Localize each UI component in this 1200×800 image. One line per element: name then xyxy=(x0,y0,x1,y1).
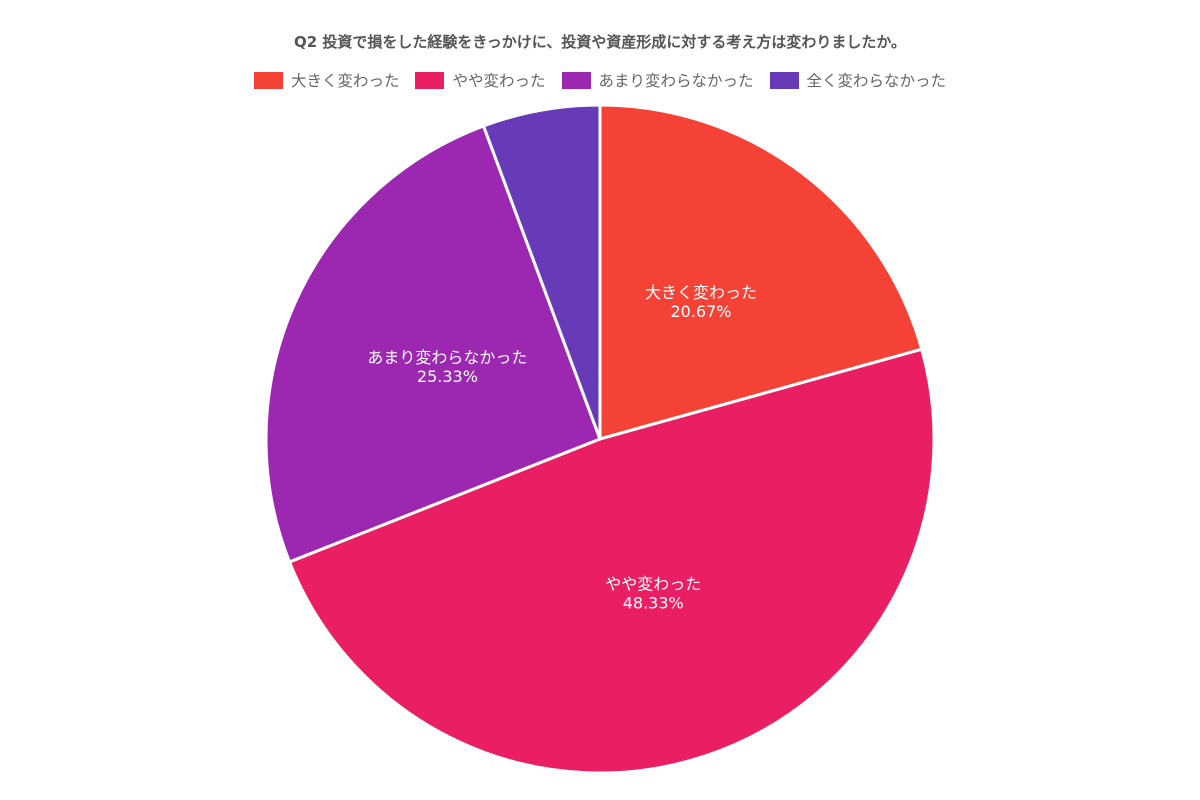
legend-label: あまり変わらなかった xyxy=(598,72,754,90)
slice-some-change[interactable] xyxy=(287,347,936,775)
slice-no-change[interactable] xyxy=(482,103,602,441)
legend-item-some-change[interactable]: やや変わった xyxy=(415,69,546,91)
slice-value-label: 20.67% xyxy=(670,302,731,321)
legend-label: 全く変わらなかった xyxy=(806,72,947,90)
slice-category-label: あまり変わらなかった xyxy=(367,348,527,367)
legend-swatch xyxy=(253,71,283,89)
slice-category-label: やや変わった xyxy=(605,574,701,593)
legend-label: 大きく変わった xyxy=(290,72,400,90)
slice-category-label: 大きく変わった xyxy=(645,283,757,302)
legend-swatch xyxy=(561,71,591,89)
chart-title: Q2 投資で損をした経験をきっかけに、投資や資産形成に対する考え方は変わりました… xyxy=(293,33,907,51)
legend-item-large-change[interactable]: 大きく変わった xyxy=(253,69,400,91)
slice-little-change[interactable] xyxy=(264,124,602,564)
slice-value-label: 25.33% xyxy=(417,367,478,386)
legend-label: やや変わった xyxy=(452,72,546,90)
legend-item-little-change[interactable]: あまり変わらなかった xyxy=(561,69,754,91)
slice-value-label: 48.33% xyxy=(623,593,684,612)
legend-swatch xyxy=(769,71,799,89)
slice-large-change[interactable] xyxy=(598,103,924,441)
legend-swatch xyxy=(415,71,445,89)
legend-item-no-change[interactable]: 全く変わらなかった xyxy=(769,69,947,91)
chart-legend: 大きく変わった やや変わった あまり変わらなかった 全く変わらなかった xyxy=(0,66,1200,94)
